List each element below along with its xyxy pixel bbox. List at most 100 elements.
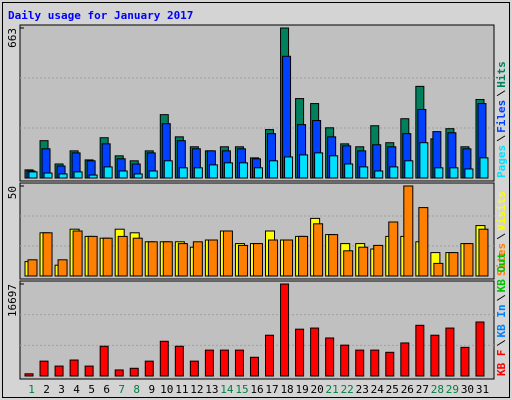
bar (268, 239, 279, 277)
x-tick-label: 1 (28, 383, 35, 396)
bar (43, 172, 53, 179)
bar (328, 234, 339, 277)
bar (42, 232, 53, 277)
bar (269, 160, 279, 179)
legend-entry: Pages (495, 145, 508, 178)
bar (132, 237, 143, 277)
bar (117, 235, 128, 277)
legend-separator (496, 233, 506, 240)
bar (430, 334, 440, 377)
bar (58, 173, 68, 179)
bar (249, 356, 259, 377)
bar (162, 241, 173, 277)
bar (280, 283, 290, 377)
x-tick-label: 20 (311, 383, 324, 396)
bar (448, 252, 459, 277)
bar (283, 239, 294, 277)
bar (238, 162, 248, 179)
bar (219, 349, 229, 377)
bar (359, 166, 369, 179)
legend-entry: Hits (495, 61, 508, 88)
x-tick-label: 13 (205, 383, 218, 396)
bar (159, 340, 169, 377)
bar (39, 360, 49, 377)
bar (193, 167, 203, 179)
legend-entry: Files (495, 100, 508, 133)
bar (343, 250, 354, 277)
bar (313, 223, 324, 277)
bar (389, 166, 399, 179)
bar (355, 349, 365, 377)
bar (284, 156, 294, 179)
bar (329, 155, 339, 179)
x-tick-label: 30 (461, 383, 474, 396)
bar (88, 174, 98, 179)
bar (57, 259, 68, 277)
bar (144, 360, 154, 377)
bar (400, 342, 410, 377)
bar (358, 246, 369, 277)
bar (460, 346, 470, 377)
bar (99, 345, 109, 377)
bar (163, 160, 173, 179)
bar (114, 369, 124, 377)
bar (419, 142, 429, 179)
legend-entry: Visits (495, 191, 508, 231)
x-tick-label: 12 (190, 383, 203, 396)
bar (298, 235, 309, 277)
x-tick-label: 28 (431, 383, 444, 396)
x-tick-label: 19 (295, 383, 308, 396)
x-tick-label: 14 (220, 383, 234, 396)
x-tick-label: 5 (88, 383, 95, 396)
x-tick-label: 16 (250, 383, 263, 396)
bar (418, 207, 429, 277)
bar (253, 167, 263, 179)
x-tick-label: 10 (160, 383, 173, 396)
bar (434, 167, 444, 179)
bar (415, 324, 425, 377)
x-tick-label: 9 (148, 383, 155, 396)
legend-separator (496, 135, 506, 142)
bar (403, 185, 414, 277)
bar (252, 243, 263, 277)
bar (464, 168, 474, 179)
x-tick-label: 18 (280, 383, 293, 396)
bar (404, 160, 414, 179)
bar (118, 170, 128, 179)
x-tick-label: 4 (73, 383, 80, 396)
x-tick-label: 6 (103, 383, 110, 396)
bar (344, 163, 354, 179)
bar (433, 262, 444, 277)
bar (325, 337, 335, 377)
bar (479, 157, 489, 179)
x-tick-label: 29 (446, 383, 459, 396)
bar (27, 259, 38, 277)
legend-entry: KB F (495, 350, 508, 377)
bar (103, 166, 113, 179)
legend-entry: Sites (495, 243, 508, 276)
chart-title: Daily usage for January 2017 (8, 9, 193, 22)
bar (475, 321, 485, 377)
bar (449, 167, 459, 179)
bar (54, 365, 64, 377)
bar (204, 349, 214, 377)
bar (129, 367, 139, 377)
bar (299, 154, 309, 179)
bar (370, 349, 380, 377)
bar (24, 373, 34, 377)
bar (207, 239, 218, 277)
x-tick-label: 27 (416, 383, 429, 396)
bar (463, 243, 474, 277)
legend-separator (496, 294, 506, 301)
bar (234, 349, 244, 377)
y-tick-label: 50 (6, 186, 19, 199)
x-tick-label: 23 (356, 383, 369, 396)
x-tick-label: 22 (341, 383, 354, 396)
x-tick-label: 7 (118, 383, 125, 396)
bar (310, 327, 320, 377)
bar (84, 365, 94, 377)
legend-separator (496, 340, 506, 346)
x-tick-label: 24 (371, 383, 385, 396)
bar (69, 359, 79, 377)
